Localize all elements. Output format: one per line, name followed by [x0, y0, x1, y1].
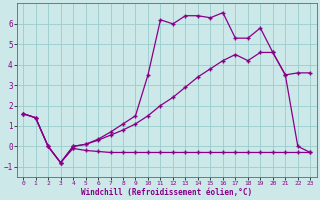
X-axis label: Windchill (Refroidissement éolien,°C): Windchill (Refroidissement éolien,°C) [81, 188, 252, 197]
